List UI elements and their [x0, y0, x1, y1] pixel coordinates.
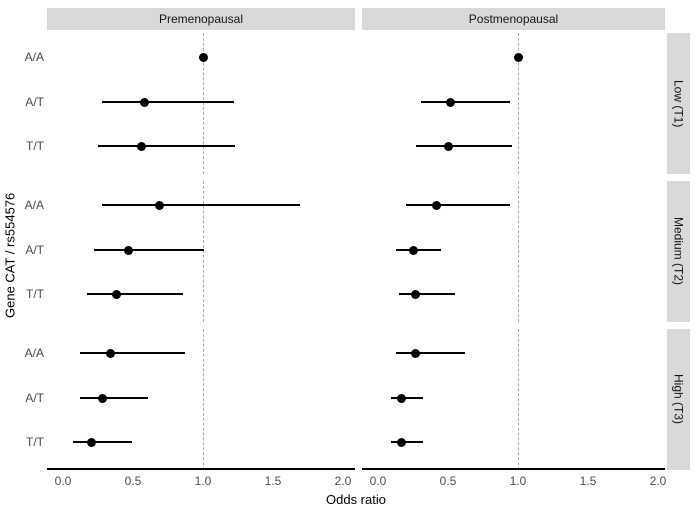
row-strip-low-t1: Low (T1)	[667, 33, 690, 174]
row-strip-medium-t2-label: Medium (T2)	[671, 217, 686, 286]
point-estimate	[408, 245, 418, 255]
x-tick-label: 1.0	[509, 474, 527, 488]
error-bar	[102, 204, 300, 206]
error-bar	[390, 397, 423, 399]
x-tick-label: 0.5	[439, 474, 457, 488]
error-bar	[396, 249, 441, 251]
genotype-tick-label: A/T	[25, 243, 44, 257]
reference-line	[202, 181, 204, 322]
row-strip-high-t3-label: High (T3)	[671, 374, 686, 425]
panel-1-3	[47, 329, 355, 470]
genotype-tick-label: T/T	[26, 435, 44, 449]
error-bar	[396, 352, 465, 354]
point-estimate-reference	[513, 52, 523, 62]
point-estimate-reference	[198, 52, 208, 62]
x-tick-label: 0.5	[124, 474, 142, 488]
col-strip-premenopausal: Premenopausal	[47, 8, 355, 30]
panel-1-2	[47, 181, 355, 322]
genotype-tick-label: A/A	[24, 198, 44, 212]
point-estimate	[106, 348, 116, 358]
x-axis-title: Odds ratio	[326, 492, 386, 507]
error-bar	[72, 441, 132, 443]
row-strip-medium-t2: Medium (T2)	[667, 181, 690, 322]
point-estimate	[136, 141, 146, 151]
panel-2-3	[362, 329, 665, 470]
panel-1-1	[47, 33, 355, 174]
x-axis-line	[362, 468, 665, 470]
point-estimate	[411, 289, 421, 299]
reference-line	[202, 33, 204, 174]
genotype-tick-label: T/T	[26, 139, 44, 153]
genotype-tick-label: A/T	[25, 95, 44, 109]
genotype-tick-label: A/A	[24, 346, 44, 360]
x-tick-label: 2.0	[649, 474, 667, 488]
genotype-tick-label: A/A	[24, 50, 44, 64]
genotype-tick-label: A/T	[25, 391, 44, 405]
reference-line	[517, 33, 519, 174]
point-estimate	[139, 97, 149, 107]
error-bar	[86, 293, 184, 295]
error-bar	[102, 101, 234, 103]
panel-2-2	[362, 181, 665, 322]
row-strip-low-t1-label: Low (T1)	[671, 79, 686, 128]
x-tick-label: 0.0	[369, 474, 387, 488]
x-tick-label: 1.5	[579, 474, 597, 488]
error-bar	[399, 293, 455, 295]
point-estimate	[397, 437, 407, 447]
panel-2-1	[362, 33, 665, 174]
point-estimate	[411, 348, 421, 358]
reference-line	[517, 181, 519, 322]
col-strip-premenopausal-label: Premenopausal	[158, 12, 244, 26]
error-bar	[421, 101, 510, 103]
point-estimate	[124, 245, 134, 255]
col-strip-postmenopausal-label: Postmenopausal	[468, 12, 559, 26]
point-estimate	[397, 393, 407, 403]
x-tick-label: 1.5	[264, 474, 282, 488]
error-bar	[98, 145, 236, 147]
error-bar	[93, 249, 205, 251]
reference-line	[517, 329, 519, 470]
point-estimate	[86, 437, 96, 447]
row-strip-high-t3: High (T3)	[667, 329, 690, 470]
error-bar	[406, 204, 510, 206]
point-estimate	[97, 393, 107, 403]
point-estimate	[446, 97, 456, 107]
genotype-tick-label: T/T	[26, 287, 44, 301]
error-bar	[79, 352, 185, 354]
point-estimate	[111, 289, 121, 299]
error-bar	[79, 397, 149, 399]
col-strip-postmenopausal: Postmenopausal	[362, 8, 665, 30]
error-bar	[415, 145, 513, 147]
x-tick-label: 1.0	[194, 474, 212, 488]
x-axis-line	[47, 468, 355, 470]
point-estimate	[155, 200, 165, 210]
point-estimate	[443, 141, 453, 151]
x-tick-label: 2.0	[334, 474, 352, 488]
point-estimate	[432, 200, 442, 210]
x-tick-label: 0.0	[54, 474, 72, 488]
error-bar	[390, 441, 423, 443]
reference-line	[202, 329, 204, 470]
